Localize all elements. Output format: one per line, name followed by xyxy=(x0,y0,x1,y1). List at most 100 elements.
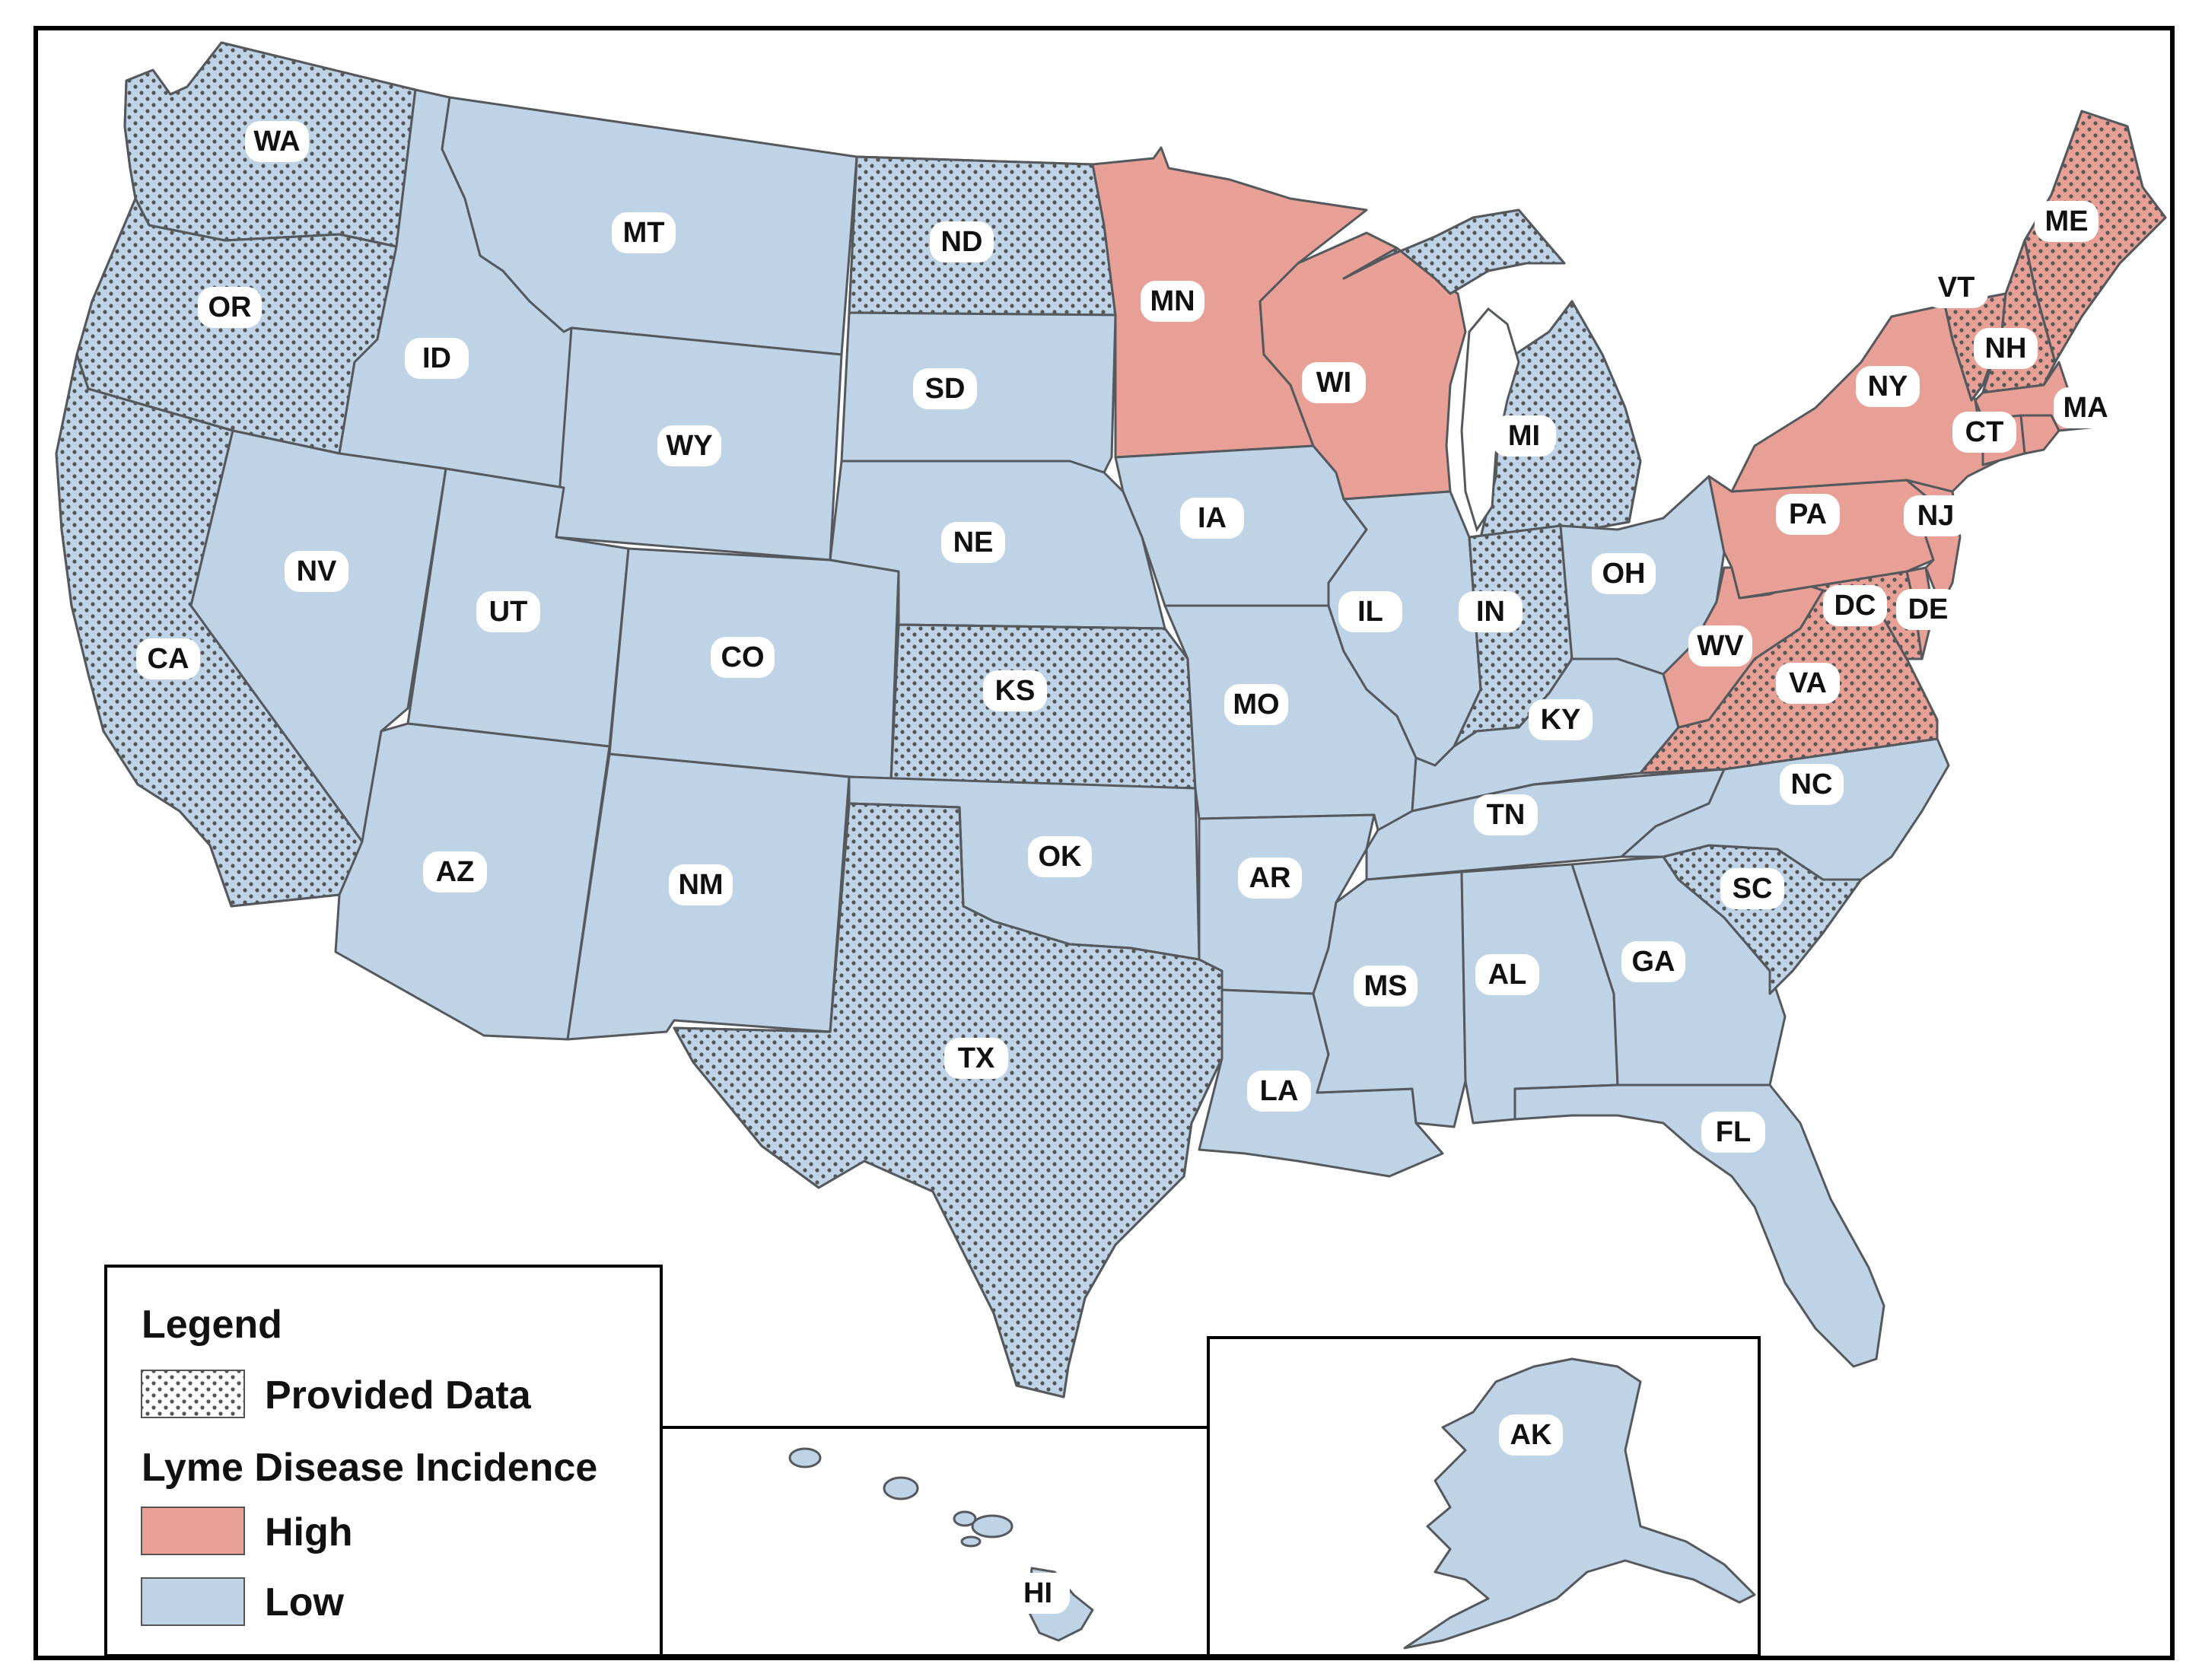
legend-title: Legend xyxy=(142,1303,282,1347)
state-label-in: IN xyxy=(1459,591,1523,632)
state-fl[interactable] xyxy=(1513,1083,1885,1368)
state-label-background xyxy=(1338,591,1402,632)
state-label-background xyxy=(1475,954,1539,995)
provided-data-overlay-ks xyxy=(889,623,1197,790)
state-label-text: WV xyxy=(1697,630,1744,662)
state-label-al: AL xyxy=(1475,954,1539,995)
state-label-background xyxy=(1952,412,2016,453)
state-label-background xyxy=(711,637,775,678)
state-label-mo: MO xyxy=(1224,684,1288,725)
state-label-ne: NE xyxy=(941,522,1005,563)
state-label-background xyxy=(405,338,469,379)
state-ak[interactable] xyxy=(1403,1357,1756,1650)
state-label-nj: NJ xyxy=(1904,495,1968,536)
state-label-background xyxy=(245,121,309,162)
state-label-background xyxy=(1238,858,1302,899)
us-map: WA OR CA ID NV MT WY UT AZ CO NM ND SD NE KS OK TX MN IA MO… xyxy=(55,41,2167,1656)
state-label-ut: UT xyxy=(476,591,540,632)
state-label-background xyxy=(1856,366,1920,407)
state-label-text: IA xyxy=(1198,502,1227,534)
state-label-nv: NV xyxy=(285,551,348,592)
state-label-background xyxy=(1780,764,1844,805)
state-label-background xyxy=(476,591,540,632)
state-label-text: HI xyxy=(1023,1577,1052,1609)
state-nv[interactable] xyxy=(189,429,447,843)
legend-swatch-provided xyxy=(141,1370,245,1418)
state-label-background xyxy=(1302,362,1366,403)
state-label-va: VA xyxy=(1776,663,1840,704)
state-label-oh: OH xyxy=(1592,553,1656,594)
state-ri[interactable] xyxy=(2019,414,2060,455)
state-label-text: OK xyxy=(1039,841,1083,873)
state-label-background xyxy=(1924,267,1988,308)
state-label-text: KS xyxy=(995,675,1036,707)
state-label-wv: WV xyxy=(1688,625,1752,667)
state-label-la: LA xyxy=(1247,1071,1311,1112)
legend: Legend Provided Data Lyme Disease Incide… xyxy=(104,1265,663,1656)
legend-heading-incidence: Lyme Disease Incidence xyxy=(142,1446,597,1490)
state-label-text: IN xyxy=(1476,596,1505,628)
state-label-text: NV xyxy=(297,555,337,587)
state-label-text: SC xyxy=(1733,873,1773,905)
map-frame: WA OR CA ID NV MT WY UT AZ CO NM ND SD NE KS OK TX MN IA MO… xyxy=(33,26,2175,1660)
lake-michigan xyxy=(1460,307,1520,533)
state-label-background xyxy=(198,287,262,328)
state-label-ks: KS xyxy=(983,670,1047,711)
state-label-text: AZ xyxy=(436,856,475,888)
state-label-background xyxy=(941,522,1005,563)
state-label-ia: IA xyxy=(1180,498,1244,539)
state-label-text: NM xyxy=(678,869,723,901)
state-label-text: MT xyxy=(623,217,665,249)
state-label-background xyxy=(1180,498,1244,539)
state-label-text: LA xyxy=(1260,1075,1299,1107)
state-label-background xyxy=(1776,494,1840,535)
state-label-text: ME xyxy=(2045,205,2089,237)
state-label-background xyxy=(944,1038,1008,1079)
state-label-text: OH xyxy=(1602,558,1646,590)
state-label-ma: MA xyxy=(2054,387,2118,428)
state-label-text: OR xyxy=(208,291,252,323)
state-label-background xyxy=(423,851,487,892)
state-label-background xyxy=(1354,966,1418,1007)
state-label-ar: AR xyxy=(1238,858,1302,899)
state-label-text: GA xyxy=(1632,946,1675,978)
state-label-text: MO xyxy=(1233,689,1279,721)
state-label-mt: MT xyxy=(612,212,676,253)
state-label-text: VA xyxy=(1789,667,1827,699)
state-label-text: KY xyxy=(1541,704,1581,736)
state-label-text: TX xyxy=(958,1042,995,1074)
state-label-text: AK xyxy=(1510,1419,1552,1451)
state-label-text: DC xyxy=(1834,590,1876,622)
state-label-ca: CA xyxy=(136,638,200,679)
state-nc[interactable] xyxy=(1620,737,1950,881)
state-label-co: CO xyxy=(711,637,775,678)
state-label-or: OR xyxy=(198,287,262,328)
state-label-text: WY xyxy=(666,430,712,462)
state-label-background xyxy=(285,551,348,592)
state-label-wa: WA xyxy=(245,121,309,162)
state-label-text: NJ xyxy=(1917,500,1955,532)
legend-label-high: High xyxy=(265,1510,353,1554)
state-label-de: DE xyxy=(1896,589,1960,630)
state-label-ga: GA xyxy=(1621,941,1685,982)
state-label-text: MA xyxy=(2063,392,2108,424)
state-sd[interactable] xyxy=(840,311,1117,474)
state-label-background xyxy=(1720,868,1784,909)
state-label-text: AL xyxy=(1488,959,1527,991)
state-label-text: CT xyxy=(1965,416,2004,448)
state-label-background xyxy=(1904,495,1968,536)
state-label-text: ND xyxy=(941,226,983,258)
legend-swatch-high xyxy=(141,1507,245,1555)
state-label-nh: NH xyxy=(1974,328,2038,369)
state-label-background xyxy=(1006,1573,1070,1614)
alaska-inset-frame xyxy=(1207,1336,1761,1656)
state-label-dc: DC xyxy=(1823,585,1887,626)
state-label-text: CA xyxy=(148,643,189,675)
state-label-text: ID xyxy=(422,342,451,374)
state-label-text: MN xyxy=(1150,285,1195,317)
state-label-text: DE xyxy=(1908,593,1949,625)
state-label-mn: MN xyxy=(1141,281,1204,322)
state-label-az: AZ xyxy=(423,851,487,892)
state-label-background xyxy=(612,212,676,253)
state-label-background xyxy=(1688,625,1752,667)
